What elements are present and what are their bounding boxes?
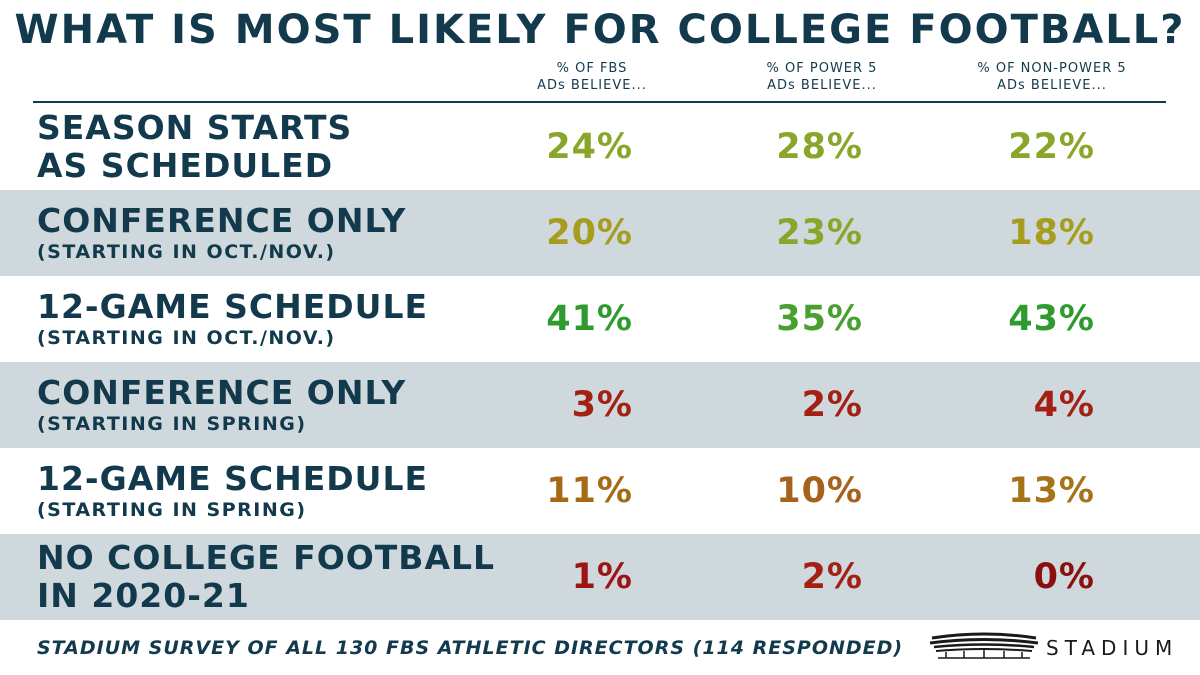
footnote: STADIUM SURVEY OF ALL 130 FBS ATHLETIC D… [37, 637, 904, 659]
row-label-main: SEASON STARTS [37, 108, 353, 147]
logo-wordmark: STADIUM [1046, 636, 1179, 660]
stadium-logo: STADIUM [928, 630, 1172, 666]
value-cell: 1% [571, 557, 633, 597]
column-header-line2: ADs BELIEVE... [537, 78, 647, 93]
column-header-3: % OF NON-POWER 5 ADs BELIEVE... [937, 60, 1167, 94]
row-label-main-line2: AS SCHEDULED [37, 146, 334, 185]
table-row: SEASON STARTS AS SCHEDULED 24% 28% 22% [0, 104, 1200, 190]
row-label: CONFERENCE ONLY (STARTING IN OCT./NOV.) [37, 190, 406, 276]
value-cell: 13% [1008, 471, 1095, 511]
row-label: 12-GAME SCHEDULE (STARTING IN SPRING) [37, 448, 428, 534]
column-header-line2: ADs BELIEVE... [767, 78, 877, 93]
row-label-sub: (STARTING IN SPRING) [37, 413, 307, 435]
value-cell: 28% [776, 127, 863, 167]
column-header-line2: ADs BELIEVE... [997, 78, 1107, 93]
row-label-main: NO COLLEGE FOOTBALL [37, 538, 496, 577]
header-rule [33, 101, 1166, 103]
row-label: NO COLLEGE FOOTBALL IN 2020-21 [37, 534, 495, 620]
row-label: SEASON STARTS AS SCHEDULED [37, 104, 352, 190]
table-row: CONFERENCE ONLY (STARTING IN OCT./NOV.) 20… [0, 190, 1200, 276]
value-cell: 2% [801, 385, 863, 425]
row-label: 12-GAME SCHEDULE (STARTING IN OCT./NOV.) [37, 276, 428, 362]
row-label-main: CONFERENCE ONLY [37, 201, 407, 240]
column-header-line1: % OF POWER 5 [766, 61, 878, 76]
value-cell: 11% [546, 471, 633, 511]
column-header-line1: % OF NON-POWER 5 [977, 61, 1127, 76]
value-cell: 10% [776, 471, 863, 511]
value-cell: 4% [1033, 385, 1095, 425]
value-cell: 18% [1008, 213, 1095, 253]
value-cell: 20% [546, 213, 633, 253]
row-label-sub: (STARTING IN OCT./NOV.) [37, 327, 336, 349]
column-header-2: % OF POWER 5 ADs BELIEVE... [707, 60, 937, 94]
stadium-logo-icon [929, 632, 1039, 659]
row-label: CONFERENCE ONLY (STARTING IN SPRING) [37, 362, 406, 448]
table-row: NO COLLEGE FOOTBALL IN 2020-21 1% 2% 0% [0, 534, 1200, 620]
table-row: CONFERENCE ONLY (STARTING IN SPRING) 3% 2% 4… [0, 362, 1200, 448]
value-cell: 22% [1008, 127, 1095, 167]
chart-title: WHAT IS MOST LIKELY FOR COLLEGE FOOTBALL… [14, 7, 1186, 53]
value-cell: 43% [1008, 299, 1095, 339]
value-cell: 24% [546, 127, 633, 167]
value-cell: 0% [1033, 557, 1095, 597]
value-cell: 3% [571, 385, 633, 425]
row-label-sub: (STARTING IN OCT./NOV.) [37, 241, 336, 263]
value-cell: 23% [776, 213, 863, 253]
row-label-sub: (STARTING IN SPRING) [37, 499, 307, 521]
table-row: 12-GAME SCHEDULE (STARTING IN OCT./NOV.) 4… [0, 276, 1200, 362]
row-label-main: 12-GAME SCHEDULE [37, 287, 429, 326]
row-label-main: CONFERENCE ONLY [37, 373, 407, 412]
column-header-line1: % OF FBS [556, 61, 628, 76]
row-label-main-line2: IN 2020-21 [37, 576, 250, 615]
column-header-1: % OF FBS ADs BELIEVE... [477, 60, 707, 94]
table-row: 12-GAME SCHEDULE (STARTING IN SPRING) 11% 1… [0, 448, 1200, 534]
value-cell: 41% [546, 299, 633, 339]
value-cell: 2% [801, 557, 863, 597]
value-cell: 35% [776, 299, 863, 339]
row-label-main: 12-GAME SCHEDULE [37, 459, 429, 498]
